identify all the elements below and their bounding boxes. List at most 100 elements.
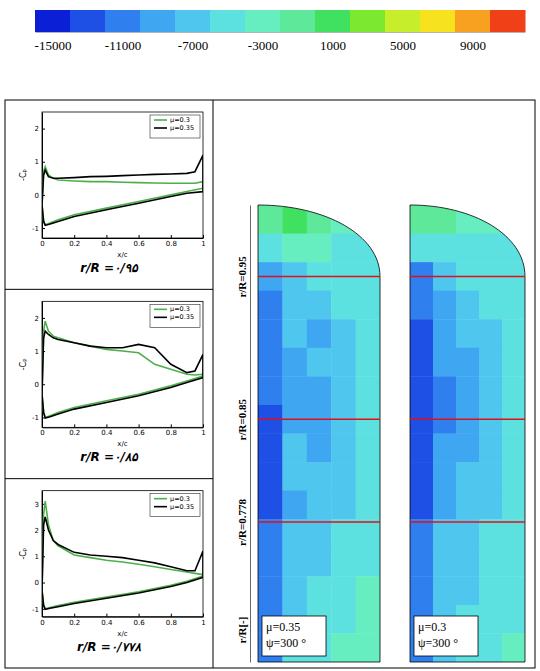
blade-outline <box>410 205 525 662</box>
x-axis-line <box>43 427 204 428</box>
heat-cell <box>331 434 356 463</box>
x-axis-title: x/c <box>117 440 128 448</box>
legend-label: μ=0.35 <box>170 313 194 321</box>
heat-cell <box>502 491 525 520</box>
span-axis-line <box>250 206 251 663</box>
colorbar-block <box>140 10 176 32</box>
x-tick-mark <box>203 614 204 617</box>
heat-cell <box>282 434 307 463</box>
heat-cell <box>282 376 307 405</box>
heat-cell <box>331 234 356 263</box>
heat-cell <box>258 519 283 548</box>
y-tick: -1 <box>32 225 45 233</box>
heat-cell <box>433 434 456 463</box>
colorbar-block <box>210 10 246 32</box>
x-tick-label: 1 <box>201 429 205 437</box>
y-tick-label: -1 <box>32 414 39 422</box>
x-tick-mark <box>171 614 172 617</box>
heat-cell <box>479 376 502 405</box>
frame-divider <box>5 289 213 290</box>
x-axis: 00.20.40.60.81 <box>40 235 205 248</box>
inset-label: μ=0.35 <box>266 620 300 634</box>
heat-cell <box>479 633 502 662</box>
y-tick: 0 <box>35 579 45 587</box>
y-tick: -1 <box>32 414 45 422</box>
chart-title: r/R =۰/۹۵ <box>80 261 139 275</box>
chart-title: r/R =۰/۸۵ <box>80 450 139 464</box>
colorbar-tick-label: 9000 <box>460 38 486 53</box>
heat-cell <box>356 462 381 491</box>
chart-title: r/R =۰/۷۷۸ <box>77 640 141 654</box>
colorbar-tick: -3000 <box>248 32 278 53</box>
heat-cell <box>502 376 525 405</box>
colorbar-tick: -7000 <box>178 32 208 53</box>
x-tick-mark <box>106 424 107 427</box>
heat-cell <box>331 548 356 577</box>
heat-cell <box>502 319 525 348</box>
heat-cell <box>433 462 456 491</box>
y-tick: 2 <box>35 315 45 323</box>
blade-cells <box>410 205 525 662</box>
heat-cell <box>258 491 283 520</box>
heat-cell <box>433 491 456 520</box>
x-tick-mark <box>74 424 75 427</box>
heat-cell <box>331 462 356 491</box>
heat-cell <box>410 548 433 577</box>
x-tick-mark <box>106 614 107 617</box>
heat-cell <box>307 491 332 520</box>
heat-cell <box>356 348 381 377</box>
y-tick-label: -1 <box>32 225 39 233</box>
x-tick: 0.8 <box>166 424 177 437</box>
x-tick: 1 <box>201 424 205 437</box>
blade-panel: μ=0.3ψ=300 ° <box>410 205 525 662</box>
station-line <box>258 276 380 278</box>
colorbar-tick: 1000 <box>320 32 346 53</box>
heat-cell <box>258 434 283 463</box>
x-tick-label: 0.8 <box>166 240 177 248</box>
x-tick: 0.6 <box>134 424 146 437</box>
frame-divider <box>213 100 214 668</box>
heat-cell <box>307 434 332 463</box>
heat-cell <box>410 348 433 377</box>
x-tick-mark <box>171 235 172 238</box>
y-tick-label: 1 <box>35 158 39 166</box>
y-tick: 3 <box>35 501 45 509</box>
inset-box <box>414 616 478 656</box>
colorbar-tick: -15000 <box>35 32 72 53</box>
heat-cell <box>479 434 502 463</box>
colorbar-tick-label: 5000 <box>390 38 416 53</box>
heat-cell <box>502 434 525 463</box>
heat-cell <box>356 319 381 348</box>
x-tick-mark <box>106 235 107 238</box>
span-axis: r/R=0.95r/R=0.85r/R=0.778 <box>236 206 251 663</box>
colorbar-tick-label: -3000 <box>248 38 278 53</box>
blade-cells <box>258 205 380 662</box>
legend-swatch <box>154 127 167 129</box>
colorbar-tick: -11000 <box>105 32 141 53</box>
legend-box <box>150 494 200 517</box>
legend-swatch <box>154 506 167 508</box>
heat-cell <box>502 348 525 377</box>
y-tick-mark <box>42 228 45 229</box>
station-line <box>258 521 380 523</box>
heat-cell <box>331 576 356 605</box>
legend-label: μ=0.35 <box>170 124 194 132</box>
heat-cell <box>258 234 283 263</box>
heat-cell <box>331 519 356 548</box>
y-tick: 2 <box>35 125 45 133</box>
x-tick: 0.8 <box>166 614 177 627</box>
heat-cell <box>356 376 381 405</box>
heat-cell <box>410 576 433 605</box>
x-axis-title: x/c <box>117 630 128 638</box>
span-tick: r/R=0.85 <box>236 399 250 441</box>
heat-cell <box>456 376 479 405</box>
heat-cell <box>282 348 307 377</box>
colorbar-tick: 9000 <box>460 32 486 53</box>
legend-label: μ=0.3 <box>170 116 190 124</box>
heat-cell <box>307 462 332 491</box>
heat-cell <box>356 491 381 520</box>
colorbar-tick-label: -7000 <box>178 38 208 53</box>
heat-cell <box>258 205 283 234</box>
heat-cell <box>479 462 502 491</box>
heat-cell <box>307 291 332 320</box>
